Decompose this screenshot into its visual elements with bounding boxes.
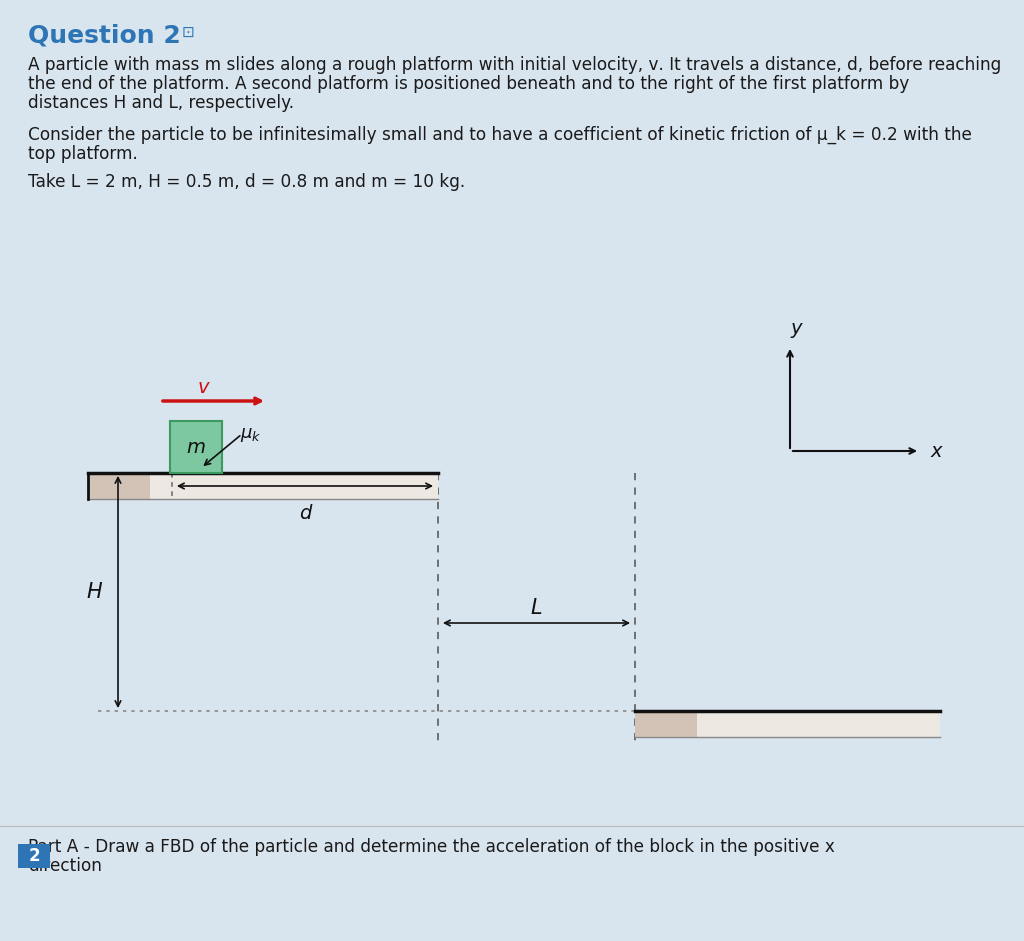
Text: m: m bbox=[186, 438, 206, 456]
Text: top platform.: top platform. bbox=[28, 145, 138, 163]
Text: distances ​H​ and ​L​, respectively.: distances ​H​ and ​L​, respectively. bbox=[28, 94, 294, 112]
Bar bbox=[88, 473, 438, 499]
Text: direction: direction bbox=[28, 857, 101, 875]
Bar bbox=[170, 421, 222, 473]
Bar bbox=[635, 711, 940, 737]
Text: d: d bbox=[299, 504, 311, 523]
Text: A particle with mass ​m​ slides along a rough platform with initial velocity, ​v: A particle with mass ​m​ slides along a … bbox=[28, 56, 1001, 74]
Text: L: L bbox=[530, 598, 543, 618]
Bar bbox=[88, 473, 150, 499]
Text: $\mu_k$: $\mu_k$ bbox=[240, 426, 261, 444]
Text: x: x bbox=[930, 441, 941, 460]
Bar bbox=[18, 844, 50, 868]
Text: Part A - Draw a FBD of the particle and determine the acceleration of the block : Part A - Draw a FBD of the particle and … bbox=[28, 838, 835, 856]
Text: H: H bbox=[86, 582, 102, 602]
Text: Consider the particle to be infinitesimally small and to have a coefficient of k: Consider the particle to be infinitesima… bbox=[28, 126, 972, 144]
Text: the end of the platform. A second platform is positioned beneath and to the righ: the end of the platform. A second platfo… bbox=[28, 75, 909, 93]
Text: Take L = 2 m, H = 0.5 m, d = 0.8 m and m = 10 kg.: Take L = 2 m, H = 0.5 m, d = 0.8 m and m… bbox=[28, 173, 465, 191]
Text: Question 2: Question 2 bbox=[28, 23, 181, 47]
Text: y: y bbox=[791, 319, 802, 338]
Text: 2: 2 bbox=[29, 847, 40, 865]
Text: v: v bbox=[198, 378, 209, 397]
Bar bbox=[635, 711, 697, 737]
Text: ⊡: ⊡ bbox=[182, 25, 195, 40]
